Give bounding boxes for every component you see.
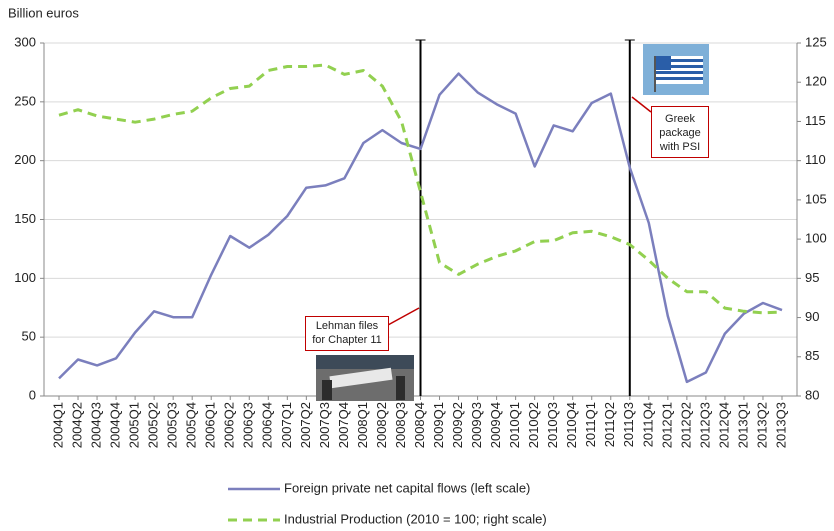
x-tick-label: 2006Q2 [222, 402, 237, 448]
x-tick-label: 2010Q2 [526, 402, 541, 448]
legend-label: Industrial Production (2010 = 100; right… [284, 511, 547, 526]
x-tick-label: 2013Q3 [773, 402, 788, 448]
y-tick-label: 0 [29, 387, 36, 402]
x-tick-label: 2007Q2 [298, 402, 313, 448]
y-tick-label: 150 [14, 211, 36, 226]
y2-tick-label: 95 [805, 270, 819, 285]
y2-tick-label: 100 [805, 231, 827, 246]
annotation-arrow [387, 307, 420, 326]
annotation: Lehman files for Chapter 11 [305, 316, 389, 351]
x-tick-label: 2006Q4 [260, 402, 275, 448]
y2-tick-label: 105 [805, 191, 827, 206]
x-tick-label: 2009Q2 [450, 402, 465, 448]
x-tick-label: 2005Q4 [184, 402, 199, 448]
y-tick-label: 250 [14, 93, 36, 108]
y-tick-label: 200 [14, 152, 36, 167]
x-tick-label: 2012Q1 [659, 402, 674, 448]
x-tick-label: 2010Q3 [545, 402, 560, 448]
y2-tick-label: 110 [805, 152, 826, 167]
y2-tick-label: 115 [805, 113, 826, 128]
x-tick-label: 2008Q2 [374, 402, 389, 448]
x-tick-label: 2012Q3 [697, 402, 712, 448]
x-tick-label: 2011Q3 [621, 402, 636, 447]
x-tick-label: 2013Q2 [754, 402, 769, 448]
x-tick-label: 2005Q2 [146, 402, 161, 448]
x-tick-label: 2006Q1 [203, 402, 218, 448]
y-tick-label: 300 [14, 34, 36, 49]
lehman-photo [316, 355, 414, 401]
x-tick-label: 2009Q3 [469, 402, 484, 448]
x-tick-label: 2004Q1 [50, 402, 65, 448]
y-axis-title: Billion euros [8, 5, 79, 20]
x-tick-label: 2004Q3 [88, 402, 103, 448]
annotation-arrow [631, 96, 652, 113]
x-tick-label: 2008Q3 [393, 402, 408, 448]
x-tick-label: 2005Q1 [127, 402, 142, 448]
x-tick-label: 2008Q4 [412, 402, 427, 448]
x-tick-label: 2004Q2 [69, 402, 84, 448]
x-tick-label: 2011Q4 [640, 402, 655, 447]
legend-label: Foreign private net capital flows (left … [284, 480, 530, 495]
x-tick-label: 2006Q3 [241, 402, 256, 448]
series-line [58, 63, 783, 315]
x-tick-label: 2012Q2 [678, 402, 693, 448]
y2-tick-label: 85 [805, 348, 819, 363]
x-tick-label: 2011Q2 [602, 402, 617, 447]
x-tick-label: 2007Q1 [279, 402, 294, 448]
y2-tick-label: 125 [805, 34, 827, 49]
x-tick-label: 2010Q1 [507, 402, 522, 448]
y-tick-label: 100 [14, 270, 36, 285]
x-tick-label: 2007Q4 [336, 402, 351, 448]
annotation: Greek package with PSI [651, 106, 709, 158]
x-tick-label: 2004Q4 [108, 402, 123, 448]
series-line [58, 72, 783, 384]
y2-tick-label: 120 [805, 74, 827, 89]
y2-tick-label: 90 [805, 309, 819, 324]
y2-tick-label: 80 [805, 387, 819, 402]
x-tick-label: 2013Q1 [735, 402, 750, 448]
x-tick-label: 2005Q3 [165, 402, 180, 448]
x-tick-label: 2009Q1 [431, 402, 446, 448]
x-tick-label: 2007Q3 [317, 402, 332, 448]
x-tick-label: 2012Q4 [716, 402, 731, 448]
greek-flag [643, 44, 709, 95]
x-tick-label: 2011Q1 [583, 402, 598, 447]
x-tick-label: 2009Q4 [488, 402, 503, 448]
x-tick-label: 2008Q1 [355, 402, 370, 448]
x-tick-label: 2010Q4 [564, 402, 579, 448]
y-tick-label: 50 [22, 329, 36, 344]
